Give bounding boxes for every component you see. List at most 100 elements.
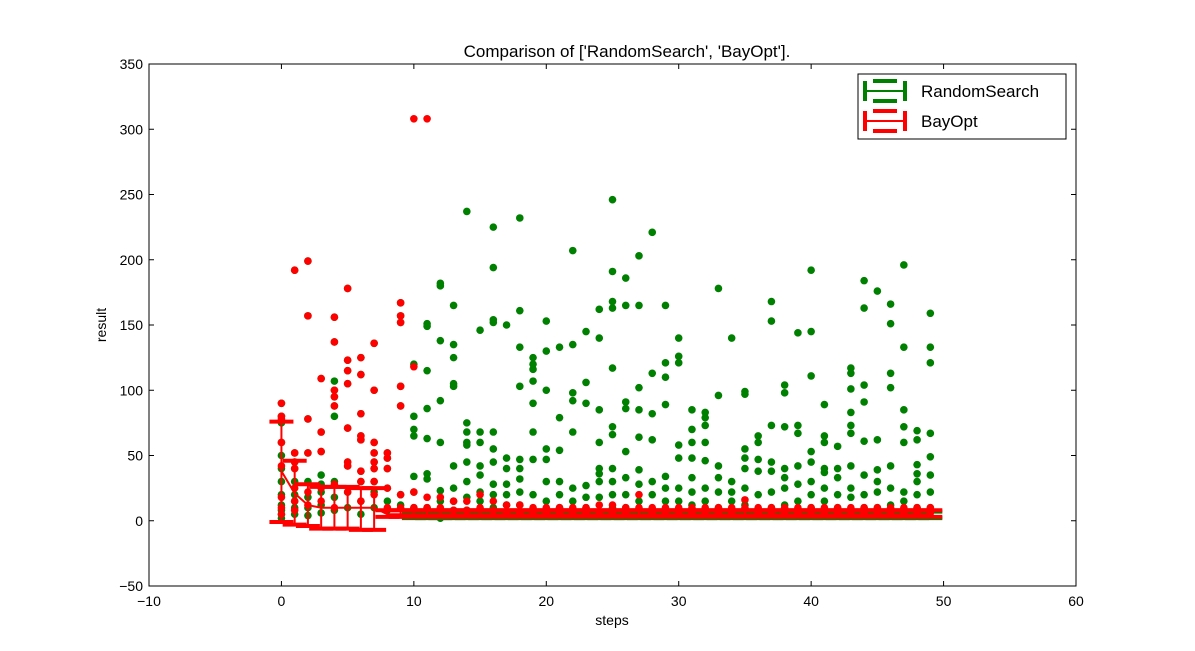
scatter-point (807, 458, 815, 466)
scatter-point (595, 406, 604, 414)
scatter-point (767, 467, 776, 475)
scatter-point (648, 477, 657, 486)
scatter-point (767, 458, 776, 466)
scatter-point (436, 438, 445, 447)
scatter-point (423, 475, 431, 483)
scatter-point (833, 490, 842, 499)
y-tick-label: 200 (120, 252, 144, 268)
scatter-point (370, 458, 378, 466)
scatter-point (542, 477, 551, 486)
scatter-point (900, 343, 908, 351)
scatter-point (304, 415, 312, 423)
scatter-point (754, 490, 762, 499)
scatter-point (873, 466, 882, 474)
scatter-point (582, 378, 590, 387)
scatter-point (529, 360, 537, 368)
scatter-point (820, 497, 829, 505)
scatter-point (608, 364, 617, 372)
scatter-point (913, 426, 921, 435)
chart-title: Comparison of ['RandomSearch', 'BayOpt']… (464, 42, 791, 61)
scatter-point (410, 412, 418, 421)
x-tick-label: 60 (1068, 593, 1084, 609)
scatter-point (754, 432, 762, 440)
scatter-point (688, 425, 696, 434)
x-tick-label: 20 (538, 593, 554, 609)
scatter-point (661, 472, 670, 481)
legend-symbol-bayopt (863, 109, 907, 133)
scatter-point (621, 398, 630, 406)
scatter-point (688, 454, 696, 462)
scatter-point (780, 464, 789, 473)
scatter-point (423, 366, 431, 375)
scatter-point (727, 497, 736, 505)
scatter-point (396, 312, 405, 320)
scatter-point (674, 352, 683, 361)
scatter-point (529, 353, 537, 362)
scatter-point (410, 362, 418, 371)
scatter-point (847, 385, 855, 393)
scatter-point (357, 477, 365, 486)
scatter-point (449, 340, 458, 349)
scatter-point (595, 305, 604, 314)
scatter-point (807, 327, 815, 336)
scatter-point (290, 449, 299, 457)
scatter-point (860, 381, 868, 389)
scatter-point (886, 369, 895, 378)
scatter-point (661, 484, 670, 492)
scatter-point (582, 493, 590, 502)
scatter-point (370, 449, 378, 457)
y-tick-label: 300 (120, 121, 144, 137)
scatter-point (727, 477, 736, 486)
scatter-point (847, 421, 855, 430)
scatter-point (396, 490, 405, 499)
scatter-point (568, 428, 577, 436)
scatter-point (860, 471, 868, 479)
scatter-point (568, 484, 577, 492)
scatter-point (476, 490, 484, 499)
scatter-point (674, 454, 683, 462)
scatter-point (449, 462, 458, 470)
scatter-point (502, 480, 511, 489)
scatter-point (476, 462, 484, 470)
scatter-point (621, 274, 630, 282)
scatter-point (582, 327, 590, 336)
scatter-point (542, 445, 551, 453)
x-tick-label: 10 (406, 593, 422, 609)
scatter-point (463, 458, 471, 466)
legend-label-bayopt: BayOpt (921, 112, 978, 131)
scatter-point (661, 400, 670, 409)
scatter-point (568, 246, 577, 255)
scatter-point (343, 366, 352, 375)
scatter-point (410, 115, 418, 123)
scatter-point (780, 389, 789, 397)
scatter-point (370, 477, 378, 486)
scatter-point (542, 386, 551, 395)
scatter-point (330, 338, 339, 346)
y-tick-label: 100 (120, 382, 144, 398)
scatter-point (463, 441, 471, 449)
scatter-point (807, 447, 815, 456)
scatter-point (423, 404, 431, 413)
scatter-point (568, 396, 577, 405)
scatter-point (595, 501, 604, 509)
scatter-point (357, 409, 365, 418)
scatter-point (635, 301, 643, 310)
scatter-point (780, 381, 789, 389)
scatter-point (767, 297, 776, 306)
scatter-point (900, 422, 908, 431)
scatter-point (449, 497, 458, 505)
scatter-point (502, 501, 511, 509)
y-tick-label: 50 (127, 448, 143, 464)
scatter-point (317, 428, 325, 436)
scatter-point (886, 319, 895, 328)
scatter-point (489, 458, 498, 466)
scatter-point (555, 490, 564, 499)
scatter-point (595, 493, 604, 502)
legend-symbol-randomsearch (863, 79, 907, 103)
scatter-point (595, 477, 604, 486)
scatter-point (529, 428, 537, 436)
scatter-point (847, 493, 855, 502)
scatter-point (648, 228, 657, 237)
scatter-point (767, 488, 776, 496)
scatter-point (886, 462, 895, 470)
